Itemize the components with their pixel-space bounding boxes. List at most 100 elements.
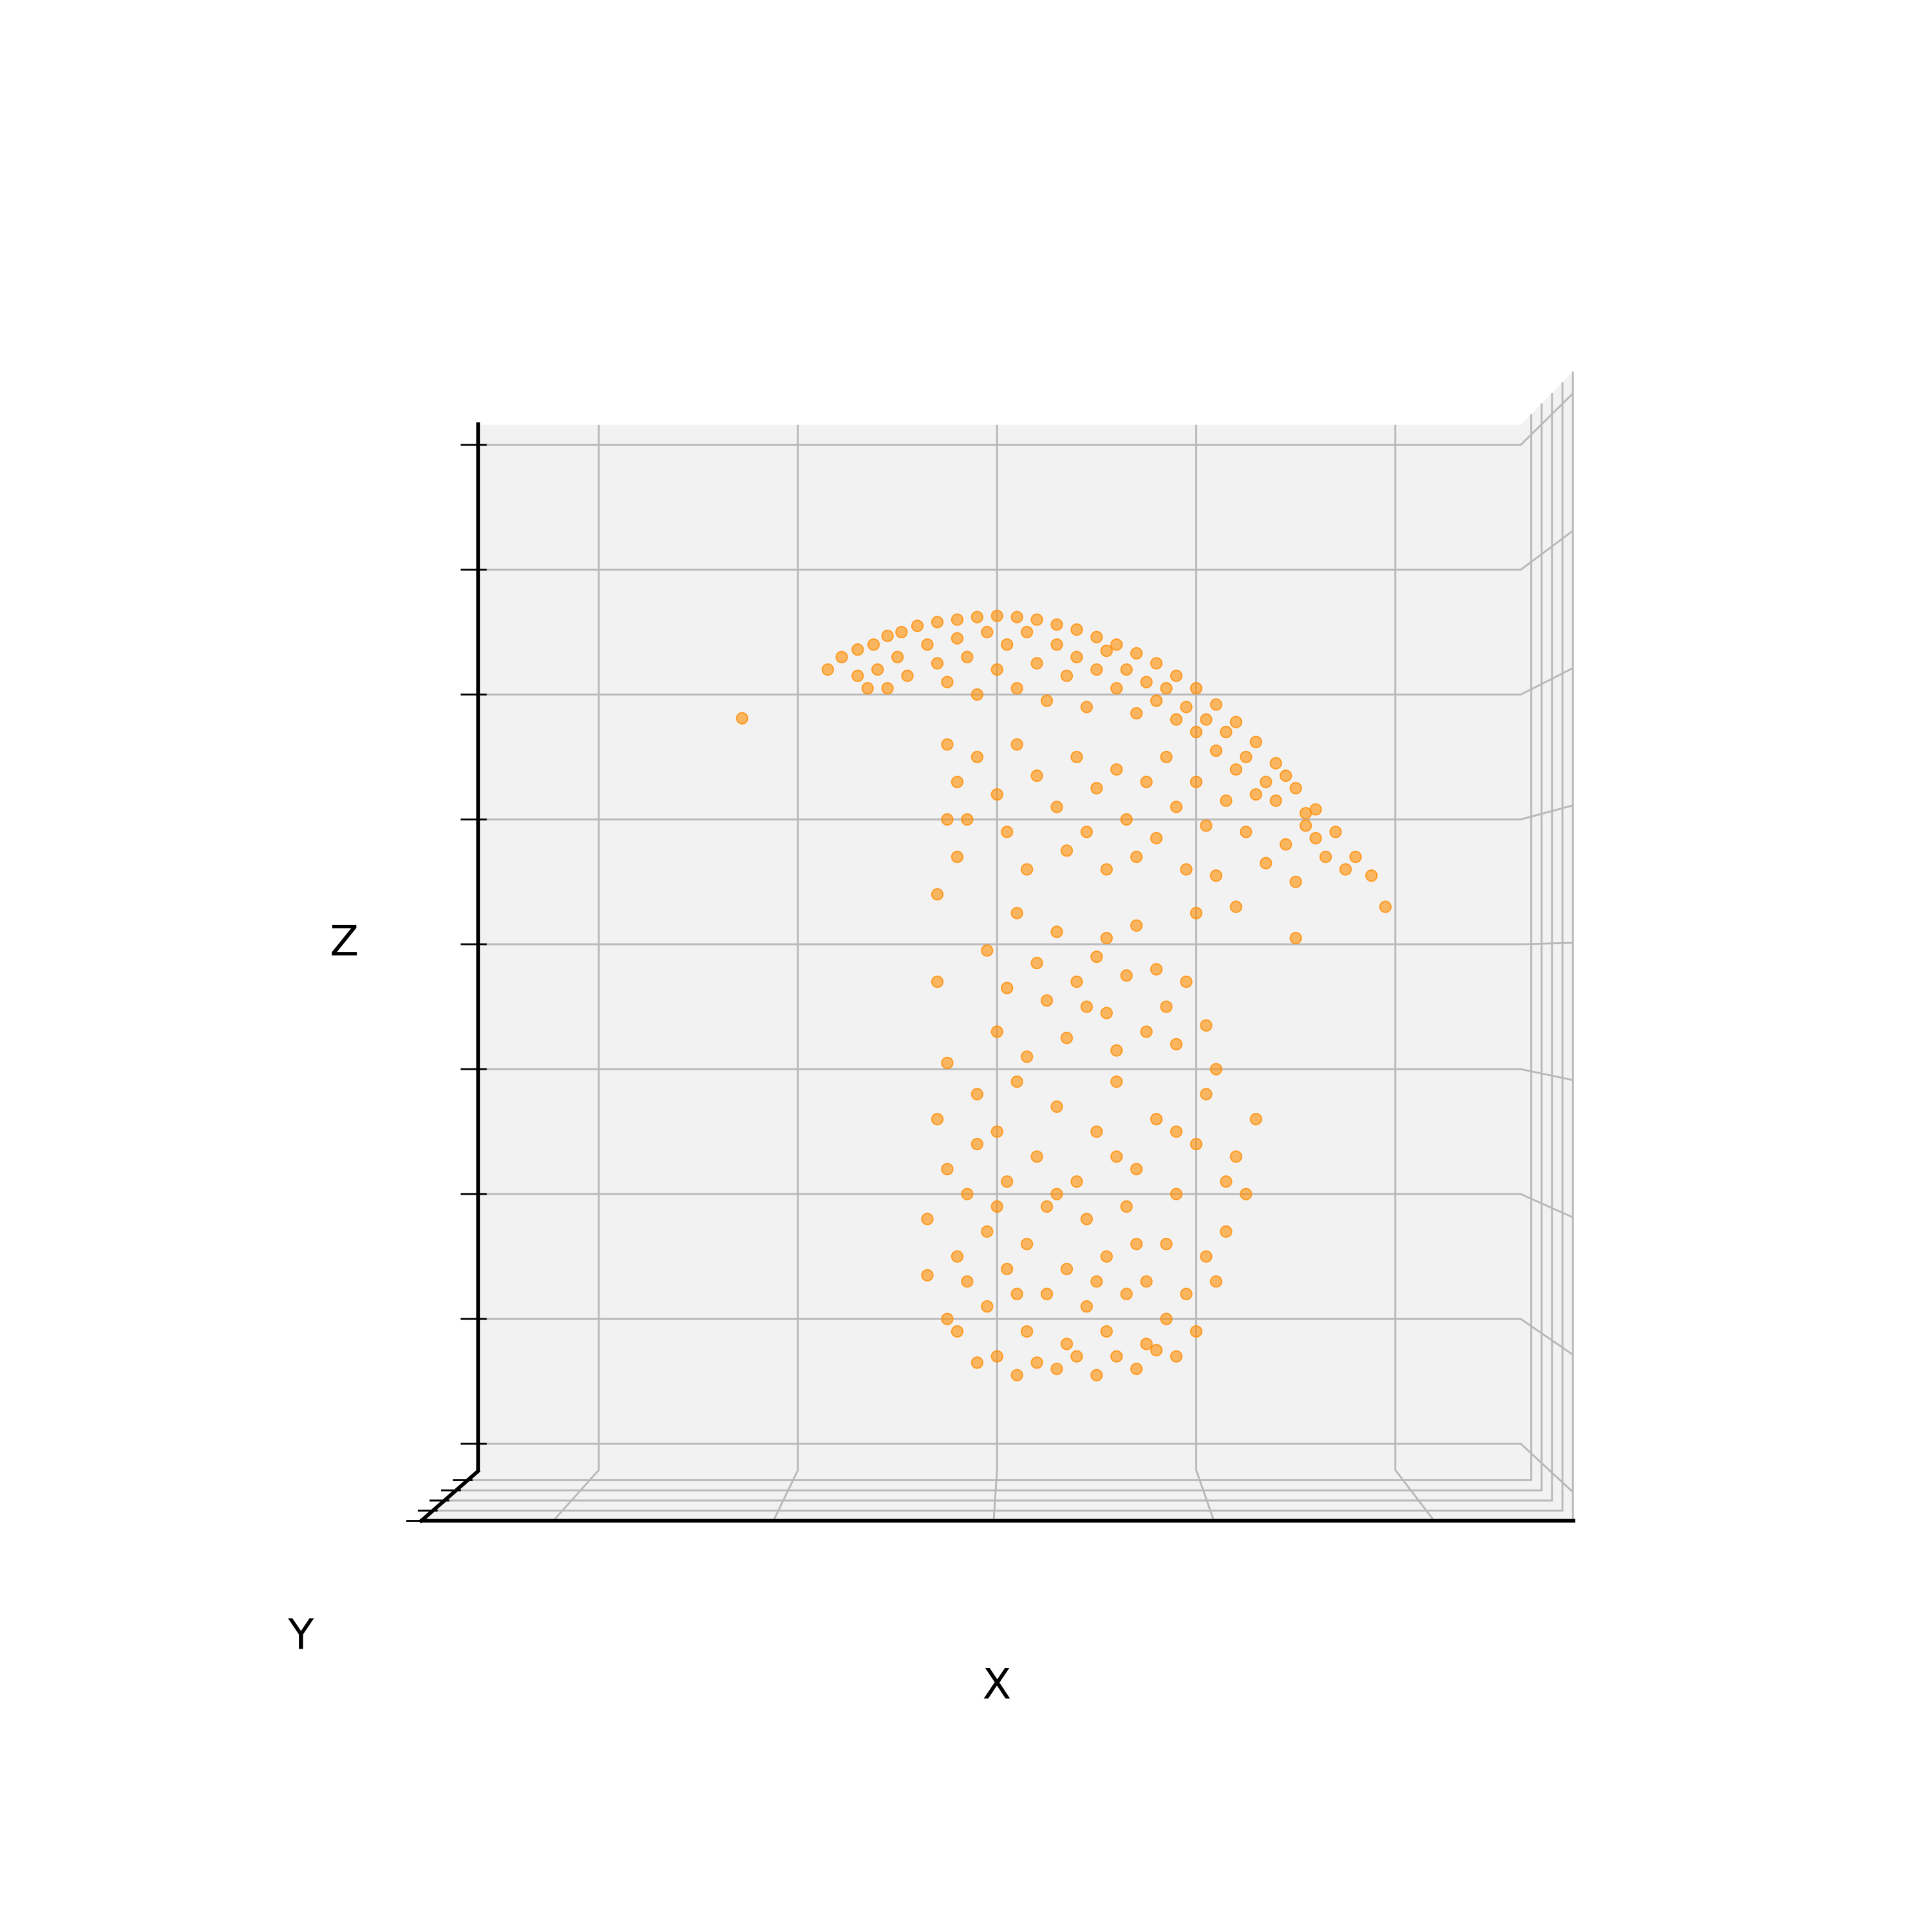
- point: [1329, 826, 1342, 838]
- point: [1170, 1188, 1183, 1200]
- y-grid-line: [432, 382, 1564, 1512]
- point: [1289, 782, 1302, 795]
- point: [941, 676, 954, 688]
- point: [1150, 963, 1163, 976]
- point: [1110, 1075, 1123, 1088]
- z-grid-line: [479, 1443, 1574, 1493]
- point: [1001, 981, 1014, 994]
- point: [961, 650, 974, 663]
- point: [1010, 907, 1023, 920]
- point: [1040, 1287, 1054, 1300]
- point: [1080, 701, 1094, 714]
- point: [1080, 826, 1094, 838]
- point: [1160, 682, 1173, 695]
- point: [735, 712, 749, 724]
- point: [1260, 775, 1273, 788]
- point: [1240, 750, 1253, 764]
- point: [1120, 1200, 1133, 1213]
- point: [1209, 744, 1223, 757]
- point: [981, 625, 994, 639]
- point: [1280, 769, 1293, 782]
- point: [881, 682, 894, 695]
- point: [1229, 763, 1242, 776]
- point: [1030, 613, 1043, 626]
- point: [1070, 750, 1083, 764]
- point: [1070, 975, 1083, 989]
- point: [1209, 869, 1223, 882]
- x-grid-line: [552, 424, 600, 1522]
- point: [951, 850, 964, 864]
- point: [871, 663, 884, 676]
- point: [1010, 611, 1023, 623]
- point: [1021, 1238, 1034, 1251]
- point: [1150, 1113, 1163, 1126]
- point: [1289, 875, 1302, 888]
- point: [1349, 850, 1362, 864]
- point: [1140, 1025, 1153, 1038]
- x-grid-line: [1394, 424, 1435, 1522]
- point: [971, 750, 983, 764]
- point: [1100, 1250, 1113, 1263]
- x-grid-line: [772, 424, 799, 1522]
- point: [1100, 863, 1113, 876]
- floor-pane: [421, 1470, 1573, 1521]
- point: [881, 629, 894, 642]
- point: [1249, 1113, 1262, 1126]
- points: [735, 609, 1392, 1381]
- point: [990, 1025, 1003, 1038]
- point: [1180, 701, 1193, 714]
- point: [981, 1225, 994, 1238]
- point: [1189, 682, 1203, 695]
- x-grid-line: [992, 424, 998, 1521]
- point: [1040, 694, 1054, 707]
- point: [1010, 682, 1023, 695]
- point: [1050, 1363, 1063, 1376]
- point: [1110, 682, 1123, 695]
- point: [1060, 669, 1074, 683]
- point: [1021, 1050, 1034, 1063]
- point: [1060, 1262, 1074, 1276]
- point: [1170, 713, 1183, 726]
- point: [1209, 698, 1223, 711]
- point: [911, 620, 924, 632]
- point: [1050, 1100, 1063, 1113]
- point: [1110, 1150, 1123, 1163]
- point: [1100, 1007, 1113, 1019]
- point: [1030, 769, 1043, 782]
- point: [1021, 863, 1034, 876]
- point: [851, 669, 864, 683]
- y-axis-label: Y: [287, 1610, 314, 1659]
- point: [990, 609, 1003, 622]
- point: [951, 613, 964, 626]
- z-grid-line: [479, 1318, 1574, 1356]
- point: [1150, 1343, 1163, 1357]
- point: [1120, 1287, 1133, 1300]
- point: [1200, 713, 1213, 726]
- point: [951, 1250, 964, 1263]
- point: [1090, 630, 1103, 643]
- point: [1229, 900, 1242, 913]
- y-grid-line: [468, 414, 1533, 1481]
- point: [921, 1269, 934, 1282]
- point: [1080, 1300, 1094, 1313]
- point: [1001, 1175, 1014, 1188]
- z-grid-line: [479, 942, 1573, 945]
- point: [1170, 800, 1183, 813]
- point: [1170, 1037, 1183, 1051]
- point: [951, 632, 964, 645]
- point: [1130, 706, 1143, 720]
- point: [1160, 1000, 1173, 1013]
- point: [931, 1113, 944, 1126]
- point: [1130, 850, 1143, 864]
- point: [1030, 1356, 1043, 1369]
- point: [1140, 775, 1153, 788]
- point: [1010, 738, 1023, 751]
- point: [1379, 900, 1392, 913]
- point: [1249, 735, 1262, 748]
- point: [1170, 1350, 1183, 1363]
- point: [1189, 1137, 1203, 1151]
- point: [961, 813, 974, 826]
- point: [1299, 807, 1312, 820]
- point: [1130, 647, 1143, 660]
